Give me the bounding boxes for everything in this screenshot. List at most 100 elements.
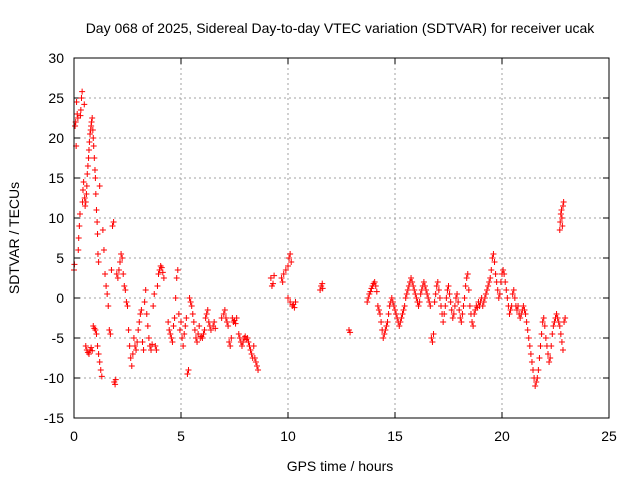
data-point (90, 135, 97, 141)
data-point (176, 327, 183, 333)
data-point (127, 355, 134, 361)
data-point (94, 219, 101, 225)
data-point (488, 267, 495, 273)
data-point (181, 331, 188, 337)
y-tick-label: 0 (56, 290, 64, 306)
data-point (89, 115, 96, 121)
data-point (401, 303, 408, 309)
data-point (84, 163, 91, 169)
data-point (203, 311, 210, 317)
data-point (175, 311, 182, 317)
data-point (559, 347, 566, 353)
data-point (420, 279, 427, 285)
data-point (180, 343, 187, 349)
data-point (559, 203, 566, 209)
data-point (105, 303, 112, 309)
data-point (555, 319, 562, 325)
data-point (461, 295, 468, 301)
data-point (129, 351, 136, 357)
data-point (548, 343, 555, 349)
data-point (117, 259, 124, 265)
data-point (285, 263, 291, 269)
x-tick-label: 20 (494, 428, 510, 444)
data-point (364, 299, 371, 305)
data-point (417, 291, 424, 297)
data-point (148, 347, 155, 353)
data-point (171, 315, 178, 321)
data-point (212, 325, 219, 332)
data-point (429, 339, 436, 345)
y-tick-label: 10 (48, 210, 64, 226)
data-point (174, 267, 181, 273)
y-tick-label: -10 (44, 370, 64, 386)
data-point (93, 207, 100, 213)
data-point (155, 271, 162, 277)
x-tick-label: 10 (280, 428, 296, 444)
data-point (501, 271, 508, 277)
data-point (143, 311, 150, 317)
data-point (286, 255, 293, 261)
x-tick-labels: 0 5 10 15 20 25 (70, 428, 617, 444)
data-point (240, 339, 247, 345)
data-point (94, 251, 101, 257)
data-point (432, 291, 439, 297)
data-point (526, 343, 533, 349)
data-point (443, 295, 450, 301)
data-point (454, 291, 461, 297)
data-point (79, 88, 86, 95)
data-point (457, 315, 464, 321)
data-point (447, 299, 454, 305)
data-point (179, 335, 186, 341)
data-point (371, 279, 378, 285)
data-point (536, 355, 543, 361)
data-point (131, 343, 138, 349)
data-point (287, 299, 294, 305)
data-point (138, 307, 145, 313)
data-point (150, 303, 157, 309)
data-point (489, 255, 496, 261)
data-point (85, 155, 92, 161)
data-point (112, 376, 119, 383)
data-point (167, 331, 174, 337)
data-point (165, 319, 172, 325)
data-point (227, 343, 234, 349)
data-point (108, 267, 115, 273)
data-point (279, 279, 286, 285)
data-point (74, 111, 81, 117)
data-point (378, 319, 385, 325)
data-point (375, 307, 382, 313)
data-point (373, 288, 380, 295)
data-point (87, 131, 94, 137)
data-point (238, 343, 245, 349)
data-point (220, 311, 227, 317)
data-point (226, 339, 233, 345)
data-point (513, 307, 520, 313)
data-point (170, 323, 177, 329)
data-point (152, 343, 159, 349)
data-point (93, 331, 100, 337)
data-point (520, 303, 527, 309)
data-point (205, 319, 212, 325)
data-point (397, 319, 404, 325)
data-point (425, 295, 432, 301)
data-point (121, 283, 128, 289)
data-point (104, 291, 111, 297)
data-point (421, 283, 428, 289)
data-point (95, 351, 102, 357)
data-point (140, 347, 147, 353)
data-point (365, 295, 372, 301)
data-point (558, 215, 565, 221)
data-point (460, 303, 467, 309)
data-point (122, 287, 129, 293)
data-point (403, 291, 410, 297)
data-point (392, 307, 398, 313)
data-point (463, 275, 470, 281)
data-point (433, 283, 440, 289)
data-point (248, 351, 255, 357)
y-tick-label: 30 (48, 50, 64, 66)
data-point (496, 291, 503, 297)
data-point (367, 288, 374, 295)
data-point (187, 299, 194, 305)
data-point (396, 323, 403, 329)
